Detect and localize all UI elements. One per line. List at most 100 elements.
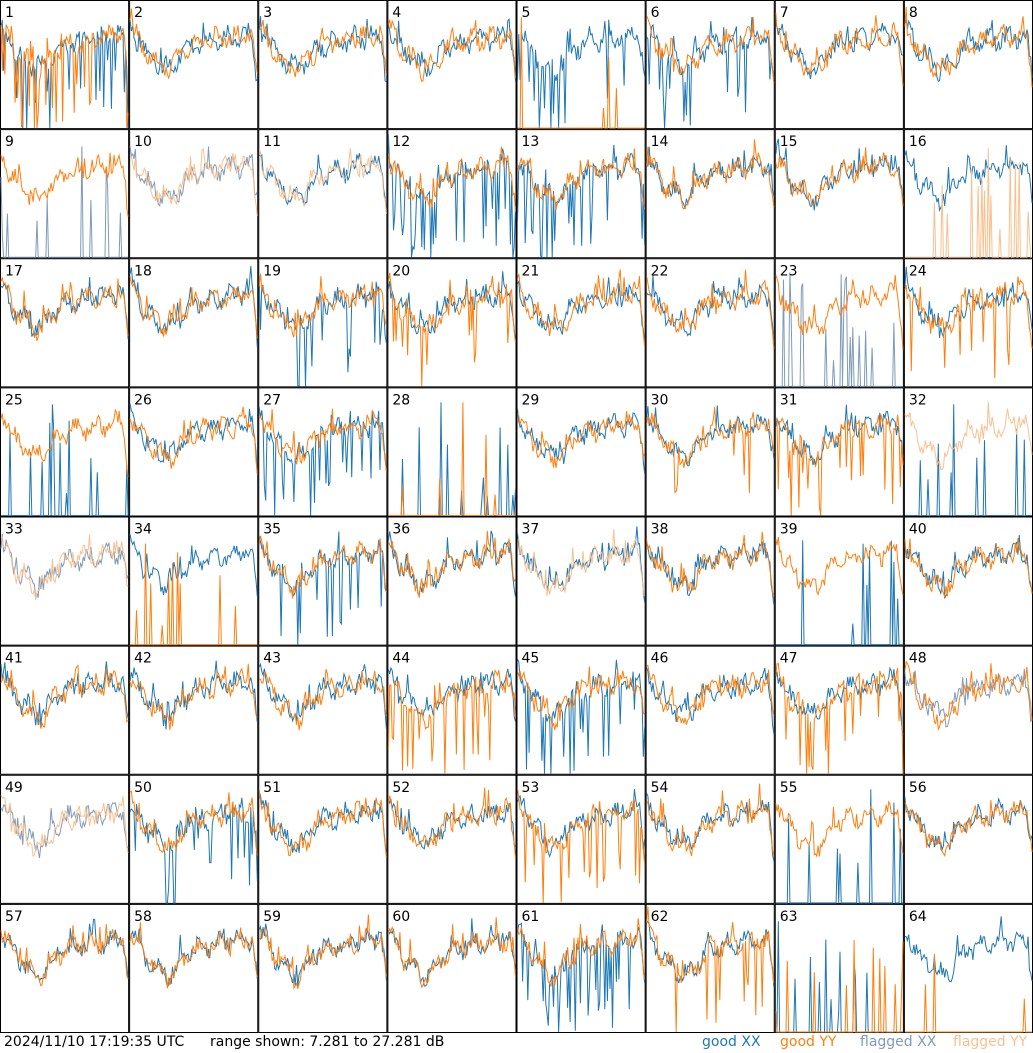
spectrum-panel-17: 17 [0, 258, 130, 388]
panel-number: 55 [780, 780, 798, 796]
panel-frame [645, 516, 775, 646]
spectrum-panel-19: 19 [258, 258, 388, 388]
panel-number: 25 [5, 392, 23, 408]
panel-number: 57 [5, 909, 23, 925]
yy-spectrum-line [646, 783, 775, 857]
panel-number: 31 [780, 392, 798, 408]
xx-spectrum-line [0, 146, 129, 258]
panel-frame [258, 0, 388, 130]
spectrum-panel-20: 20 [387, 258, 517, 388]
spectrum-panel-26: 26 [129, 387, 259, 517]
xx-spectrum-line [904, 19, 1033, 82]
xx-spectrum-line [258, 793, 387, 855]
yy-spectrum-line [387, 917, 516, 989]
spectrum-panel-6: 6 [645, 0, 775, 130]
yy-spectrum-line [646, 531, 775, 597]
spectrum-panel-11: 11 [258, 129, 388, 259]
xx-spectrum-line [258, 407, 387, 516]
xx-spectrum-line [775, 138, 904, 211]
panel-number: 21 [522, 263, 540, 279]
xx-spectrum-line [775, 272, 903, 387]
panel-frame [774, 258, 904, 388]
panel-frame [774, 516, 904, 646]
panel-frame [0, 258, 130, 388]
yy-spectrum-line [0, 277, 129, 341]
yy-spectrum-line [258, 789, 387, 858]
yy-spectrum-line [646, 269, 775, 349]
spectrum-panel-13: 13 [516, 129, 646, 259]
panel-number: 63 [780, 909, 798, 925]
yy-spectrum-line [258, 273, 387, 338]
panel-number: 17 [5, 263, 23, 279]
yy-spectrum-line [0, 924, 129, 987]
spectrum-panel-44: 44 [387, 645, 517, 775]
panel-frame [258, 645, 388, 775]
spectrum-panel-53: 53 [516, 774, 646, 904]
panel-number: 50 [134, 780, 152, 796]
spectrum-panel-15: 15 [774, 129, 904, 259]
spectrum-panel-8: 8 [903, 0, 1033, 130]
panel-number: 22 [651, 263, 669, 279]
yy-spectrum-line [258, 535, 387, 599]
yy-spectrum-line [775, 12, 904, 86]
panel-number: 10 [134, 134, 152, 150]
panel-number: 62 [651, 909, 669, 925]
yy-spectrum-line [775, 662, 904, 774]
panel-frame [0, 0, 130, 130]
yy-spectrum-line [517, 148, 646, 210]
spectrum-panel-36: 36 [387, 516, 517, 646]
panel-number: 16 [909, 134, 927, 150]
spectrum-panel-12: 12 [387, 129, 517, 259]
spectrum-panel-38: 38 [645, 516, 775, 646]
panel-frame [903, 645, 1033, 775]
panel-number: 61 [522, 909, 540, 925]
yy-spectrum-line [904, 660, 1033, 731]
panel-number: 11 [263, 134, 281, 150]
yy-spectrum-line [387, 669, 516, 774]
panel-frame [129, 258, 259, 388]
xx-spectrum-line [775, 789, 903, 904]
panel-number: 35 [263, 522, 281, 538]
panel-number: 29 [522, 392, 540, 408]
xx-spectrum-line [517, 789, 646, 859]
spectrum-panel-14: 14 [645, 129, 775, 259]
yy-spectrum-line [646, 664, 775, 725]
yy-spectrum-line [646, 406, 775, 494]
panel-number: 26 [134, 392, 152, 408]
panel-number: 48 [909, 651, 927, 667]
spectrum-panel-52: 52 [387, 774, 517, 904]
yy-spectrum-line [0, 408, 129, 478]
panel-frame [387, 129, 517, 259]
panel-frame [0, 903, 130, 1033]
yy-spectrum-line [517, 411, 646, 469]
spectrum-panel-60: 60 [387, 903, 517, 1033]
panel-number: 43 [263, 651, 281, 667]
xx-spectrum-line [258, 280, 387, 388]
spectrum-panel-45: 45 [516, 645, 646, 775]
spectrum-panel-51: 51 [258, 774, 388, 904]
yy-spectrum-line [775, 414, 904, 516]
panel-number: 44 [392, 651, 410, 667]
panel-number: 53 [522, 780, 540, 796]
xx-spectrum-line [129, 660, 258, 730]
spectrum-panel-63: 63 [774, 903, 904, 1033]
panel-number: 24 [909, 263, 927, 279]
panel-frame [903, 387, 1033, 517]
yy-spectrum-line [0, 152, 129, 217]
xx-spectrum-line [904, 916, 1033, 983]
panel-number: 54 [651, 780, 669, 796]
yy-spectrum-line [0, 795, 129, 858]
xx-spectrum-line [646, 920, 775, 987]
yy-spectrum-line [259, 19, 387, 78]
xx-spectrum-line [517, 19, 646, 129]
panel-frame [258, 387, 388, 517]
panel-frame [258, 774, 388, 904]
yy-spectrum-line [0, 664, 129, 729]
spectrum-panel-35: 35 [258, 516, 388, 646]
xx-spectrum-line [517, 658, 646, 774]
panel-number: 60 [392, 909, 410, 925]
spectrum-panel-31: 31 [774, 387, 904, 517]
spectrum-panel-21: 21 [516, 258, 646, 388]
yy-spectrum-line [904, 276, 1033, 379]
panel-number: 41 [5, 651, 23, 667]
